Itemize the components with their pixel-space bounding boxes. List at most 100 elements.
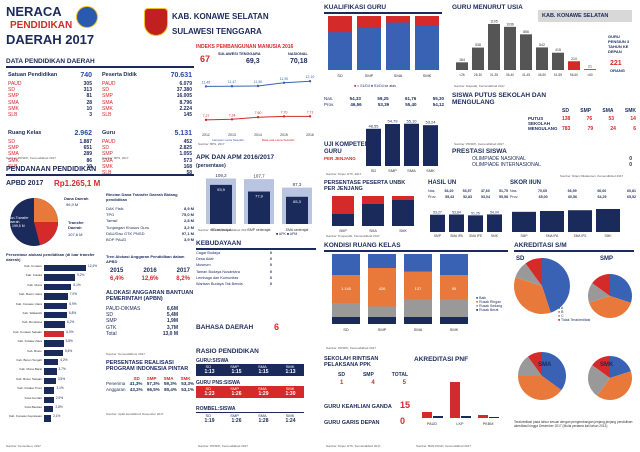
sm-pie-slice (610, 274, 632, 303)
rasio-col: SMK (285, 413, 295, 418)
usia-category: >60 (587, 73, 593, 77)
rasio-col: SD (205, 364, 212, 369)
perc-bar (44, 387, 55, 394)
rincian-title: Rincian Dana Transfer Daerah Bidang pend… (106, 192, 178, 202)
ipm-point (282, 81, 286, 84)
row-label: Museum (196, 263, 211, 268)
un-bar-chart: 53,27 SMP 53,84 SMA IPA 51,25 SMA IPS 54,04 SMK (430, 210, 502, 238)
row-value: 97,1 M (181, 230, 194, 236)
row-value: 0 (629, 162, 632, 169)
kondisi-seg (404, 317, 432, 324)
ulang-val: 6 (633, 126, 636, 132)
ulang-val: 24 (610, 126, 616, 132)
tren-years: 2015 2016 2017 (110, 268, 190, 274)
rasio-col: SMK (285, 364, 295, 369)
legend-item: ■ Rusak Berat (476, 308, 499, 312)
kual-bar-low (357, 16, 381, 28)
satuan-total: 740 (80, 72, 92, 79)
row-value: 46,56 (350, 102, 362, 108)
ruang-total: 2.962 (74, 130, 92, 137)
row-value: 289 (83, 151, 92, 158)
data-row: SMK 86 (8, 158, 92, 164)
row-value: 53,57 (462, 189, 472, 193)
row-value: 6,6M (166, 306, 178, 312)
data-row: SLB 58 (102, 170, 192, 176)
row-value: 0 (269, 251, 272, 255)
section-title: KONDISI RUANG KELAS (324, 242, 401, 249)
ukg-category: SMP (388, 168, 397, 173)
unbk-section: PERSENTASE PESERTA UNBK PER JENJANG SMP S… (324, 180, 424, 240)
kondisi-seg (440, 254, 468, 275)
source-note: Sumber: PDSPK, Kemendikbud 2017 (6, 156, 56, 160)
iiun-table: Nas. 70,65 66,99 60,60 60,81 Prov. 65,00 60,56 6… (510, 188, 636, 200)
row-value: 0 (269, 275, 272, 280)
row-value: 41,3% (129, 381, 143, 386)
legend-item: ■ C (558, 314, 564, 318)
perc-bar-value: 6,2% (66, 320, 75, 325)
rintisan-col: SD (338, 372, 345, 378)
row-label: SMA (8, 151, 19, 158)
guru-garis-section: GURU GARIS DEPAN 0 (324, 416, 410, 426)
perc-bar-label: Kab. Bombana (22, 320, 42, 325)
ukg-row: Nas. 54,33 59,25 61,76 55,30 (324, 96, 444, 102)
divider (6, 174, 194, 176)
real-col: SMA (163, 376, 174, 381)
section-title: GURU MENURUT USIA (452, 4, 523, 11)
title-pendidikan: PENDIDIKAN (10, 20, 73, 31)
rincian-table: DAK Fisik 8,9 M TPG 75,0 M Tamsil 2,8 M Tunjan… (106, 206, 194, 243)
row-value: 59,3% (164, 381, 177, 386)
ipm-nas-label: NASIONAL (288, 52, 308, 56)
real-col: SMP (146, 376, 157, 381)
row-value: 1.055 (179, 151, 192, 158)
perc-bar-label: Kota Baubau (24, 405, 42, 409)
sm-note: Terakreditasi pada tahun sesuai dengan p… (514, 420, 633, 428)
bahasa-section: BAHASA DAERAH 6 (196, 322, 320, 332)
row-label: PAUD (102, 139, 116, 145)
divider (196, 248, 316, 250)
data-row: SMK 10 (8, 106, 92, 112)
row-value: 0 (269, 269, 272, 274)
usia-value: 542 (539, 43, 545, 47)
perc-bar (44, 293, 68, 300)
divider (324, 250, 508, 252)
row-value: 60,56 (568, 195, 578, 200)
row-value: 0 (269, 282, 272, 287)
real-col: SMK (180, 376, 191, 381)
putus-col: SMA (602, 108, 614, 114)
bahasa-value: 6 (274, 322, 280, 332)
kebudayaan-row: Lembaga dan Komunitas 0 (196, 275, 272, 281)
apk-value: 87,3 (293, 182, 302, 187)
pnf-bar (461, 416, 471, 418)
usia-value: 21 (588, 65, 592, 69)
row-label: Desa Adat (196, 257, 214, 262)
rasio-col: SD (205, 386, 212, 391)
row-value: 55,43 (445, 195, 455, 200)
perc-bar-label: Kab. Muna (27, 282, 42, 287)
ipm-point (282, 115, 286, 118)
apm-bar (286, 196, 308, 224)
pensiun-value: 221 (610, 60, 622, 67)
row-value: 51,75 (498, 189, 508, 193)
data-row: SMP 651 (8, 145, 92, 151)
bar-category: SMA IPS (574, 234, 587, 238)
data-row: SMA 28 (8, 100, 92, 106)
alokasi-row: GTK 3,7M (106, 325, 178, 331)
ukg-table: Nas. 54,33 59,25 61,76 55,30 Prov. 46,56 53,39 5… (324, 96, 444, 108)
hasil-un-section: HASIL UN Nas. 54,20 53,57 47,60 51,75 Prov. 55… (428, 180, 508, 242)
usia-bar (472, 47, 484, 70)
pnf-bar (450, 382, 460, 418)
row-value: 313 (83, 87, 92, 94)
row-value: 60,81 (626, 189, 636, 193)
row-label: PAUD (8, 81, 22, 87)
gm-box: SD SMP SMA SMK 1:13 1:15 1:15 1:13 (196, 364, 304, 376)
ukg-category: SMA (407, 168, 416, 173)
row-value: 80,4% (164, 387, 177, 393)
ukg-section: Nas. 54,33 59,25 61,76 55,30 Prov. 46,56 53,39 5… (324, 96, 446, 176)
ukg-value: 55,10 (406, 118, 417, 123)
row-label: SD (106, 312, 113, 319)
perc-bar-value: 6,8% (69, 311, 77, 315)
perc-bar-label: Kab. Konawe Kepulauan (8, 414, 42, 419)
bar-category: SMK (605, 234, 613, 238)
row-label: Nas. (510, 189, 518, 193)
ipm-year: 2014 (254, 133, 262, 137)
